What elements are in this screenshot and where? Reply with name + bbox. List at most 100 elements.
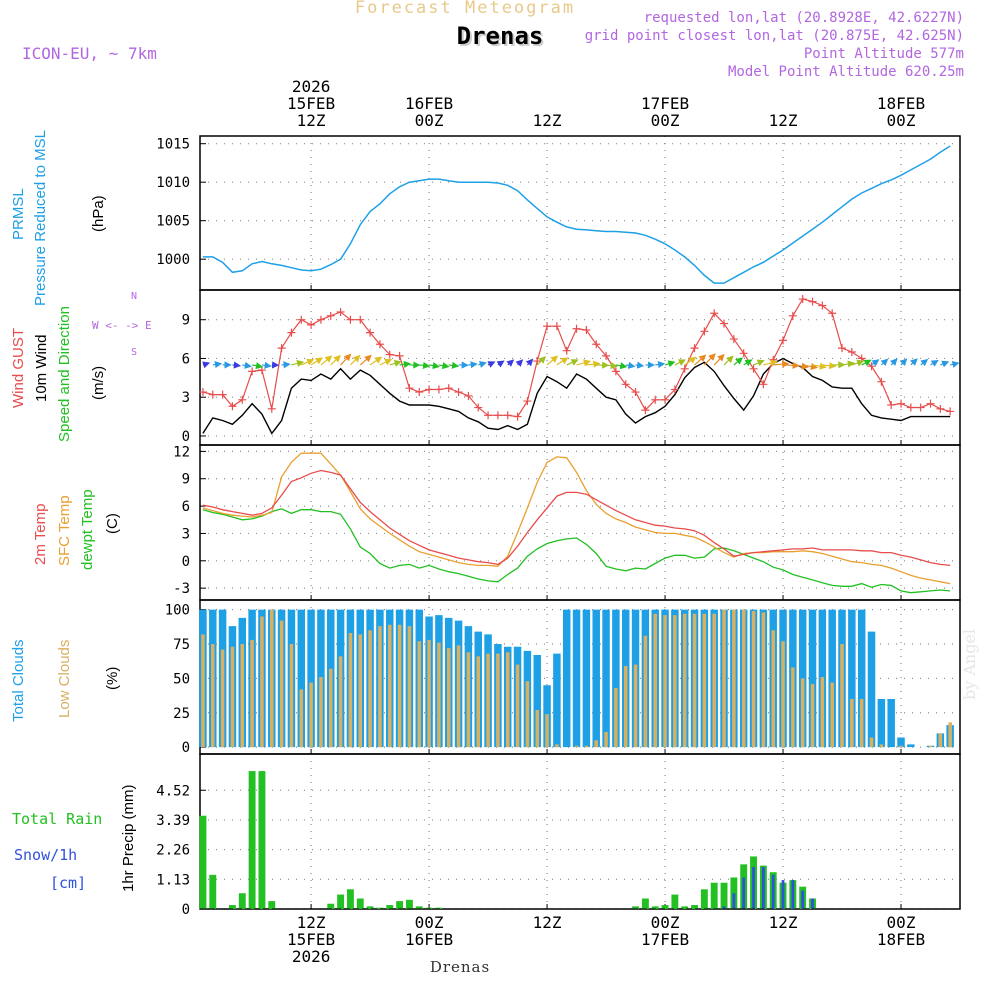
- gust-marker: [218, 390, 227, 399]
- gust-marker: [366, 328, 375, 337]
- pressure-line: [202, 145, 951, 284]
- gust-marker: [729, 335, 738, 344]
- wind-direction-arrow: [792, 362, 809, 370]
- y-tick-label: 1.13: [156, 872, 190, 888]
- gust-marker: [267, 404, 276, 413]
- wind-direction-arrow: [841, 360, 855, 368]
- y-tick-label: 6: [182, 499, 190, 515]
- snow-bar: [742, 877, 746, 909]
- low-cloud-bar: [309, 682, 313, 748]
- gust-marker: [493, 411, 502, 420]
- time-label: 17FEB: [640, 94, 690, 113]
- wind-direction-arrow: [556, 357, 569, 366]
- snow-bar: [732, 893, 736, 909]
- gust-marker: [385, 350, 394, 359]
- gust-marker: [847, 348, 856, 356]
- wind-direction-arrow: [525, 358, 534, 367]
- gust-marker: [690, 344, 699, 353]
- point-altitude: Point Altitude 577m: [803, 46, 964, 62]
- wind-direction-arrow: [940, 360, 950, 368]
- low-cloud-bar: [397, 624, 402, 748]
- low-cloud-bar: [437, 642, 441, 748]
- wind-direction-arrow: [773, 360, 790, 368]
- gust-marker: [523, 397, 532, 406]
- gust-marker: [198, 388, 207, 397]
- wind-direction-arrow: [330, 354, 341, 366]
- wind-direction-arrow: [320, 355, 333, 366]
- y-tick-label: 9: [182, 472, 190, 488]
- y-tick-label: 2.26: [156, 843, 190, 859]
- low-cloud-bar: [338, 656, 343, 748]
- low-cloud-bar: [751, 611, 756, 748]
- total-cloud-bar: [808, 609, 817, 748]
- wind-direction-arrow: [566, 359, 579, 366]
- low-cloud-bar: [741, 609, 746, 748]
- gust-marker: [808, 297, 817, 306]
- low-cloud-bar: [555, 744, 559, 748]
- low-cloud-bar: [840, 644, 844, 748]
- gust-marker: [818, 301, 827, 310]
- low-cloud-bar: [476, 656, 481, 748]
- total-cloud-bar: [857, 609, 866, 748]
- gust-marker: [641, 406, 650, 415]
- gust-marker: [661, 395, 670, 404]
- gust-marker: [798, 295, 807, 304]
- gust-marker: [395, 351, 404, 360]
- wind-direction-arrow: [723, 355, 734, 366]
- gust-marker: [425, 385, 434, 394]
- low-cloud-bar: [899, 745, 903, 748]
- y-tick-label: 12: [173, 444, 190, 460]
- model-point-altitude: Model Point Altitude 620.25m: [727, 64, 964, 80]
- panel-frame: [199, 444, 961, 601]
- rain-bar: [691, 905, 698, 909]
- low-cloud-bar: [220, 649, 225, 748]
- wind-direction-arrow: [890, 358, 898, 366]
- low-cloud-bar: [446, 648, 451, 748]
- requested-location: requested lon,lat (20.8928E, 42.6227N): [643, 10, 964, 26]
- wind-direction-arrow: [291, 359, 305, 367]
- panel-4: 0 1.13 2.26 3.39 4.52: [156, 753, 961, 918]
- wind-direction-arrow: [438, 362, 450, 370]
- product-title: Forecast Meteogram: [354, 0, 576, 18]
- wind-direction-arrow: [487, 361, 496, 368]
- low-cloud-bar: [584, 745, 589, 748]
- y-tick-label: 1005: [156, 214, 190, 230]
- wind-direction-arrow: [468, 361, 478, 369]
- gust-marker: [474, 403, 483, 412]
- y-tick-label: 100: [165, 603, 190, 619]
- wind-direction-arrow: [212, 361, 223, 369]
- rain-bar: [681, 906, 689, 909]
- gust-marker: [779, 336, 788, 345]
- grid-point-location: grid point closest lon,lat (20.875E, 42.…: [584, 28, 964, 44]
- rain-bar: [720, 882, 728, 909]
- low-cloud-bar: [820, 677, 825, 748]
- time-label: 2026: [291, 947, 331, 966]
- wind-direction-arrow: [713, 353, 725, 366]
- time-label: 15FEB: [287, 94, 336, 113]
- snow-bar: [771, 874, 775, 909]
- snow-bar: [811, 898, 814, 909]
- total-cloud-bar: [612, 609, 620, 748]
- wind-direction-arrow: [655, 360, 666, 369]
- gust-marker: [562, 346, 571, 355]
- rain-bar: [366, 906, 374, 909]
- low-cloud-bar: [299, 689, 304, 748]
- gust-line: [202, 298, 951, 418]
- low-cloud-bar: [594, 740, 598, 748]
- gust-marker: [543, 322, 552, 331]
- low-cloud-bar: [348, 633, 353, 748]
- gust-marker: [720, 319, 729, 328]
- low-cloud-bar: [201, 634, 205, 748]
- wind-direction-arrow: [664, 360, 676, 368]
- wind-direction-arrow: [379, 358, 393, 366]
- gust-marker: [464, 391, 473, 400]
- gust-marker: [621, 380, 630, 389]
- total-cloud-bar: [582, 609, 591, 748]
- y-tick-label: 50: [173, 671, 190, 687]
- gust-marker: [759, 380, 768, 389]
- gust-marker: [592, 340, 601, 349]
- panel-frame: [199, 135, 961, 291]
- rain-bar: [229, 905, 236, 909]
- rain-bar: [651, 906, 659, 909]
- wind-direction-arrow: [349, 354, 361, 366]
